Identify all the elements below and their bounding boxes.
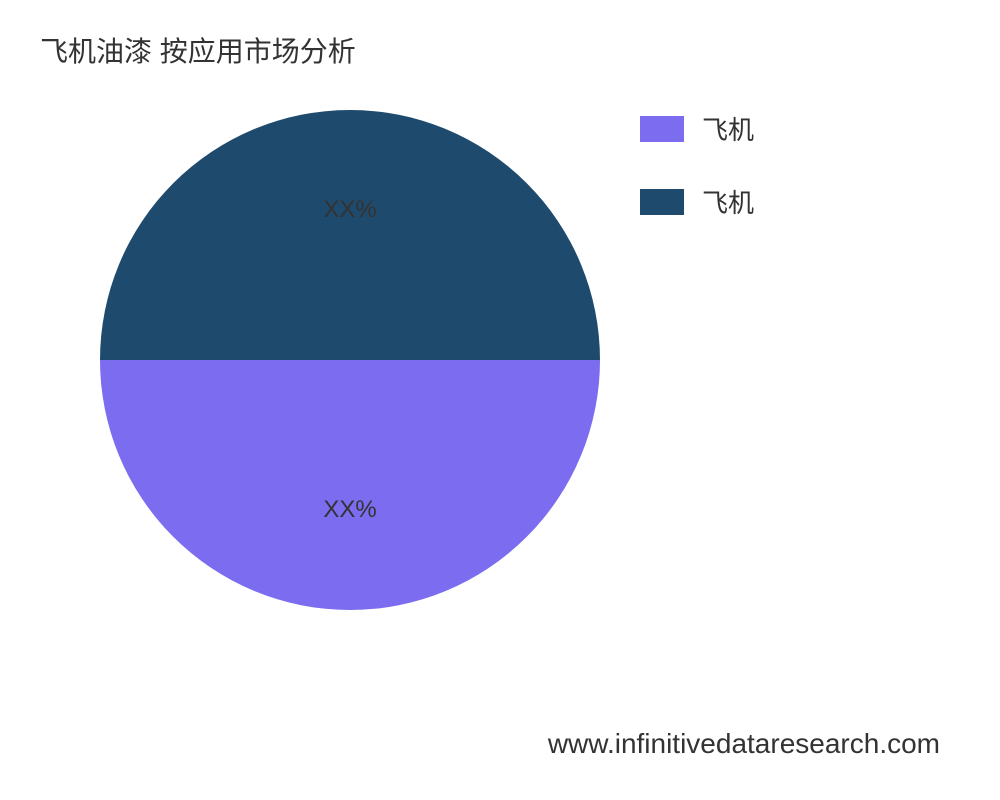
legend-swatch [640, 116, 684, 142]
legend-item: 飞机 [640, 183, 754, 220]
legend-label: 飞机 [702, 183, 754, 220]
legend: 飞机 飞机 [640, 110, 754, 256]
legend-item: 飞机 [640, 110, 754, 147]
chart-container: 飞机油漆 按应用市场分析 XX% XX% 飞机 飞机 www.infinitiv… [0, 0, 1000, 800]
pie-slice-label: XX% [323, 496, 376, 524]
pie-graphic [100, 110, 600, 610]
legend-swatch [640, 189, 684, 215]
pie-slice-label: XX% [323, 196, 376, 224]
pie-chart: XX% XX% [100, 110, 600, 610]
footer-attribution: www.infinitivedataresearch.com [548, 728, 940, 760]
legend-label: 飞机 [702, 110, 754, 147]
chart-title: 飞机油漆 按应用市场分析 [40, 30, 356, 70]
